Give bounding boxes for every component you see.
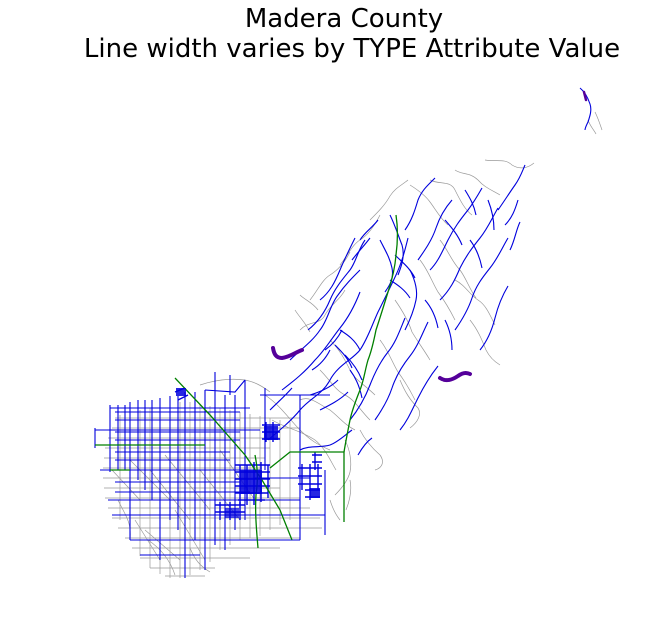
- thick-segment-east: [438, 370, 472, 383]
- highway-diagonal: [174, 377, 293, 541]
- northeast-road-piece: [579, 87, 592, 131]
- thick-segment-west: [271, 346, 304, 361]
- city-cluster-3: [310, 488, 320, 498]
- dense-road-clusters: [176, 388, 320, 518]
- highway-mountain: [343, 214, 399, 453]
- highway-layer: [95, 214, 399, 549]
- highway-west: [95, 444, 205, 471]
- thick-segment-north: [582, 90, 588, 102]
- foothill-local-roads: [199, 111, 603, 521]
- thick-segments-layer: [271, 90, 588, 383]
- major-roads-layer: [94, 87, 592, 578]
- valley-major-grid: [94, 372, 330, 578]
- city-cluster-4: [176, 388, 186, 396]
- mountain-major-roads: [267, 164, 526, 456]
- map-subtitle: Line width varies by TYPE Attribute Valu…: [83, 34, 621, 64]
- highway-east: [269, 451, 345, 522]
- valley-local-grid: [103, 402, 322, 578]
- city-cluster-2: [264, 426, 278, 440]
- city-cluster-1: [240, 470, 262, 494]
- highway-northsouth: [254, 454, 259, 549]
- map-title: Madera County: [244, 4, 444, 34]
- city-cluster-5: [225, 508, 239, 518]
